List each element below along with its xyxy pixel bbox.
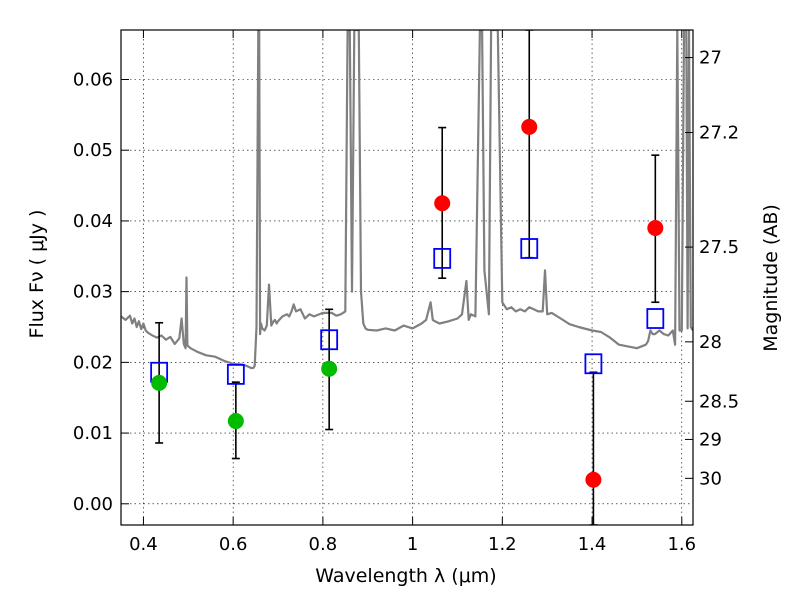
y-tick-label: 0.04 [73, 211, 113, 232]
right-tick-label: 27.2 [699, 123, 739, 144]
right-tick-label: 27 [699, 48, 722, 69]
data-point-square [320, 329, 339, 351]
data-point-square [584, 353, 603, 375]
spectrum-layer [121, 30, 693, 370]
marker-layer [150, 118, 665, 488]
data-point-circle [585, 471, 602, 488]
x-tick-label: 1.6 [667, 534, 696, 555]
y-tick-label: 0.02 [73, 352, 113, 373]
data-point-circle [521, 118, 538, 135]
data-point-circle [227, 413, 244, 430]
right-axis-label: Magnitude (AB) [760, 204, 782, 352]
x-tick-label: 1.2 [488, 534, 517, 555]
x-tick-label: 1 [407, 534, 418, 555]
errorbar-layer [155, 30, 660, 525]
right-tick-label: 27.5 [699, 237, 739, 258]
y-tick-label: 0.06 [73, 70, 113, 91]
right-tick-label: 29 [699, 429, 722, 450]
data-point-square [646, 308, 665, 329]
data-point-circle [321, 360, 338, 377]
x-tick-label: 1.4 [578, 534, 607, 555]
y-axis-label: Flux Fν ( μJy ) [26, 210, 48, 339]
data-point-circle [151, 374, 168, 391]
data-point-square [520, 238, 539, 259]
data-point-circle [434, 195, 451, 212]
data-point-circle [647, 220, 664, 236]
grid [121, 30, 693, 525]
plot-frame [120, 29, 694, 526]
y-tick-label: 0.05 [73, 140, 113, 161]
y-tick-label: 0.03 [73, 282, 113, 303]
data-point-square [433, 248, 452, 269]
data-point-square [226, 363, 245, 385]
right-tick-label: 28 [699, 332, 722, 353]
x-tick-label: 0.4 [129, 534, 158, 555]
right-tick-label: 30 [699, 468, 722, 489]
spectrum-line [121, 30, 693, 370]
y-tick-label: 0.00 [73, 494, 113, 515]
y-tick-label: 0.01 [73, 423, 113, 444]
x-tick-label: 0.8 [309, 534, 338, 555]
right-tick-label: 28.5 [699, 391, 739, 412]
tick-layer: 0.4 0.6 0.8 1 1.2 1.4 1.6 0.00 0.01 0.02 0.03 0.04 0… [73, 30, 739, 555]
x-axis-label: Wavelength λ (μm) [315, 565, 496, 587]
x-tick-label: 0.6 [219, 534, 248, 555]
